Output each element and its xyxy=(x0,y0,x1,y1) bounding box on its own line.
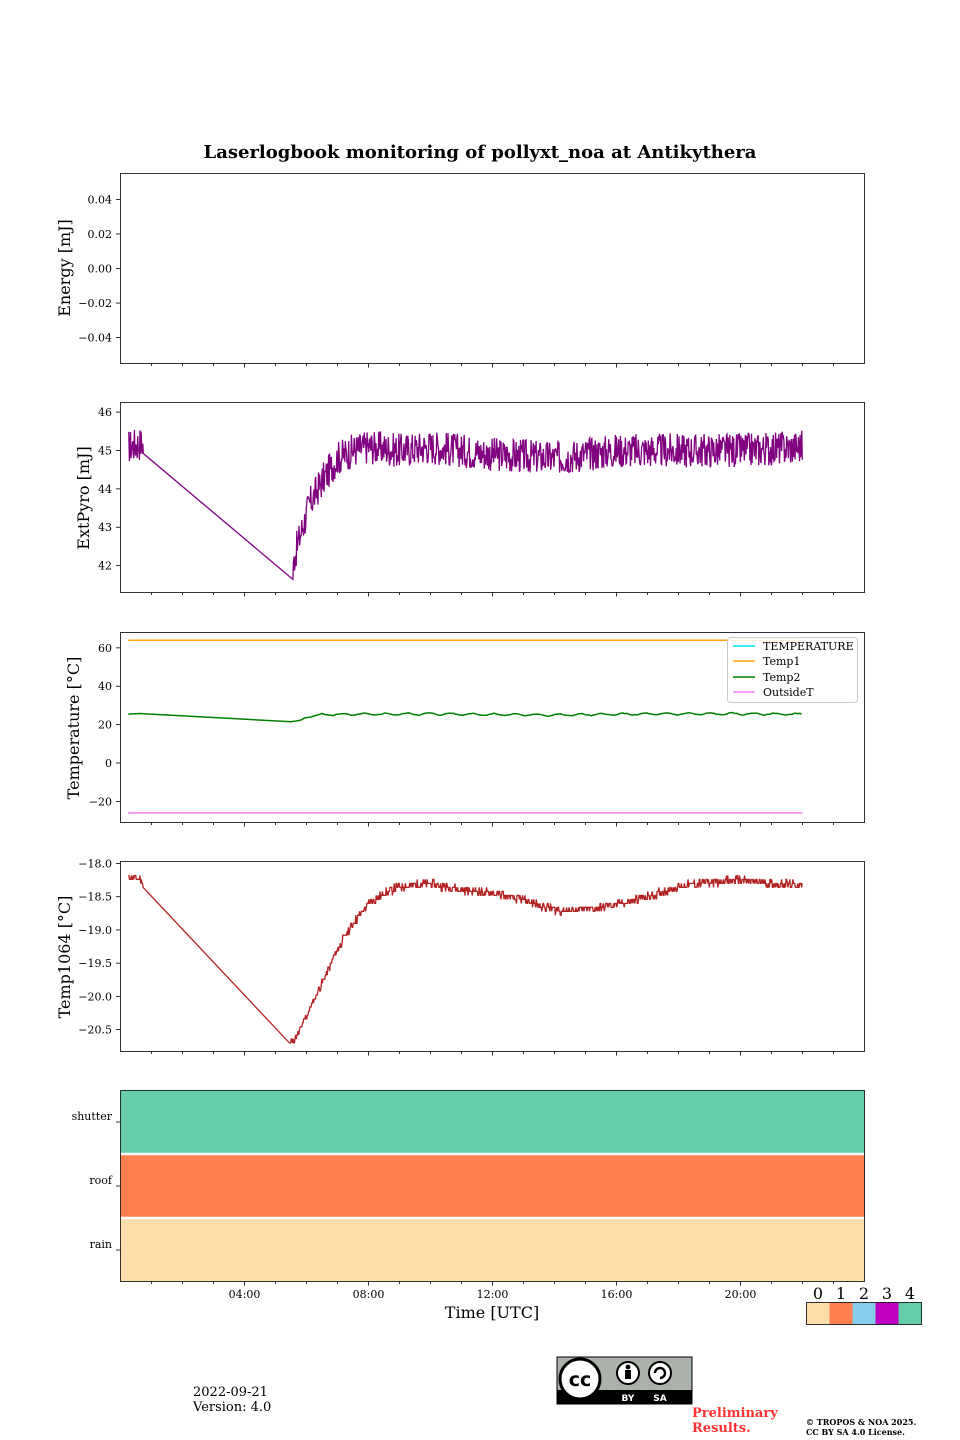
colorbar-label-0: 0 xyxy=(813,1284,823,1303)
temperature-panel: 60 40 20 0 −20 Temperature [°C] TEMPERATURE … xyxy=(64,632,865,827)
by-person-head xyxy=(625,1364,631,1370)
copyright-line-1: © TROPOS & NOA 2025. xyxy=(806,1417,917,1427)
y-tick-label: 0 xyxy=(105,757,112,770)
temperature-legend: TEMPERATURE Temp1 Temp2 OutsideT xyxy=(727,637,858,703)
y-tick-label: 0.00 xyxy=(88,263,113,276)
legend-label-outsidet: OutsideT xyxy=(763,686,814,699)
colorbar-label-4: 4 xyxy=(905,1284,915,1303)
colorbar-label-3: 3 xyxy=(882,1284,892,1303)
temperature-x-ticks xyxy=(151,822,834,827)
colorbar-cell-1 xyxy=(829,1302,853,1325)
y-tick-label: −0.02 xyxy=(78,297,112,310)
copyright-note: © TROPOS & NOA 2025. CC BY SA 4.0 Licens… xyxy=(806,1417,916,1437)
cc-mark-icon: cc xyxy=(569,1369,592,1391)
flag-row-roof xyxy=(120,1155,865,1217)
figure-title: Laserlogbook monitoring of pollyxt_noa a… xyxy=(204,142,757,163)
colorbar-label-2: 2 xyxy=(859,1284,869,1303)
colorbar-cell-3 xyxy=(875,1302,899,1325)
energy-y-label: Energy [mJ] xyxy=(55,219,74,317)
flag-label-shutter: shutter xyxy=(72,1110,113,1123)
y-tick-label: 44 xyxy=(98,483,112,496)
energy-axes-frame xyxy=(120,173,865,364)
cc-circle-icon xyxy=(558,1357,602,1401)
cc-by-label: BY xyxy=(622,1394,635,1404)
temp1064-axes-frame xyxy=(120,861,865,1052)
cc-sa-label: SA xyxy=(653,1394,666,1404)
sa-arrow-icon xyxy=(653,1366,667,1380)
y-tick-label: −19.0 xyxy=(78,924,112,937)
colorbar-cell-0 xyxy=(806,1302,830,1325)
x-tick-label: 16:00 xyxy=(601,1288,633,1301)
temp1064-series-line xyxy=(128,874,803,1044)
temp1064-x-ticks xyxy=(151,1051,834,1056)
colorbar-cell-2 xyxy=(852,1302,876,1325)
extpyro-y-label: ExtPyro [mJ] xyxy=(74,446,93,549)
extpyro-series-line xyxy=(127,429,803,581)
y-tick-label: 42 xyxy=(98,560,112,573)
temp2-series-line xyxy=(128,711,802,723)
y-tick-label: −20.5 xyxy=(78,1024,112,1037)
flag-label-rain: rain xyxy=(90,1238,112,1251)
x-axis-label: Time [UTC] xyxy=(445,1303,539,1322)
sa-share-alike-icon xyxy=(648,1361,672,1385)
colorbar-frame xyxy=(806,1302,922,1325)
y-tick-label: 60 xyxy=(98,642,112,655)
temp1064-panel: −18.0 −18.5 −19.0 −19.5 −20.0 −20.5 Temp1064 … xyxy=(55,857,865,1056)
y-tick-label: 40 xyxy=(98,680,112,693)
y-tick-label: 43 xyxy=(98,521,112,534)
flag-row-shutter xyxy=(120,1090,865,1154)
extpyro-y-ticks: 46 45 44 43 42 xyxy=(98,406,121,573)
x-tick-label: 08:00 xyxy=(353,1288,385,1301)
legend-box xyxy=(727,637,858,703)
temp1064-y-ticks: −18.0 −18.5 −19.0 −19.5 −20.0 −20.5 xyxy=(78,857,121,1037)
y-tick-label: 20 xyxy=(98,719,112,732)
copyright-line-2: CC BY SA 4.0 License. xyxy=(806,1427,905,1437)
x-tick-label: 04:00 xyxy=(229,1288,261,1301)
footer-date: 2022-09-21 xyxy=(193,1385,268,1400)
extpyro-panel: 46 45 44 43 42 ExtPyro [mJ] xyxy=(74,402,865,597)
footer-info: 2022-09-21 Version: 4.0 xyxy=(193,1385,271,1415)
results-text: Results. xyxy=(692,1421,751,1436)
y-tick-label: −20 xyxy=(89,795,112,808)
legend-label-temp2: Temp2 xyxy=(763,671,800,684)
temperature-y-ticks: 60 40 20 0 −20 xyxy=(89,642,121,808)
temperature-y-label: Temperature [°C] xyxy=(64,657,83,800)
cc-by-sa-logo: cc BY SA xyxy=(556,1356,693,1405)
x-tick-label: 12:00 xyxy=(477,1288,509,1301)
energy-y-ticks: 0.04 0.02 0.00 −0.02 −0.04 xyxy=(78,193,121,345)
preliminary-text: Preliminary xyxy=(692,1406,778,1421)
temp1064-y-label: Temp1064 [°C] xyxy=(55,896,74,1019)
flags-panel: shutter roof rain 04:00 08:00 12:00 16:00 20… xyxy=(72,1090,865,1322)
y-tick-label: 0.02 xyxy=(88,228,113,241)
energy-panel: 0.04 0.02 0.00 −0.02 −0.04 Energy [mJ] xyxy=(55,173,865,368)
footer-version: Version: 4.0 xyxy=(193,1400,272,1415)
flag-label-roof: roof xyxy=(89,1174,113,1187)
colorbar-label-1: 1 xyxy=(836,1284,846,1303)
flag-colorbar: 0 1 2 3 4 xyxy=(806,1284,922,1325)
y-tick-label: −18.5 xyxy=(78,891,112,904)
flag-row-rain xyxy=(120,1219,865,1281)
extpyro-axes-frame xyxy=(120,402,865,593)
y-tick-label: −18.0 xyxy=(78,857,112,870)
time-x-ticks: 04:00 08:00 12:00 16:00 20:00 xyxy=(151,1281,834,1301)
legend-label-temperature: TEMPERATURE xyxy=(763,640,854,653)
preliminary-note: Preliminary Results. xyxy=(692,1406,778,1436)
y-tick-label: −0.04 xyxy=(78,332,112,345)
y-tick-label: −20.0 xyxy=(78,990,112,1003)
energy-x-ticks xyxy=(151,363,834,368)
x-tick-label: 20:00 xyxy=(725,1288,757,1301)
extpyro-x-ticks xyxy=(151,592,834,597)
colorbar-cell-4 xyxy=(898,1302,922,1325)
by-person-body xyxy=(625,1370,631,1379)
y-tick-label: 45 xyxy=(98,444,112,457)
y-tick-label: −19.5 xyxy=(78,957,112,970)
legend-label-temp1: Temp1 xyxy=(763,655,800,668)
y-tick-label: 46 xyxy=(98,406,112,419)
y-tick-label: 0.04 xyxy=(88,193,113,206)
